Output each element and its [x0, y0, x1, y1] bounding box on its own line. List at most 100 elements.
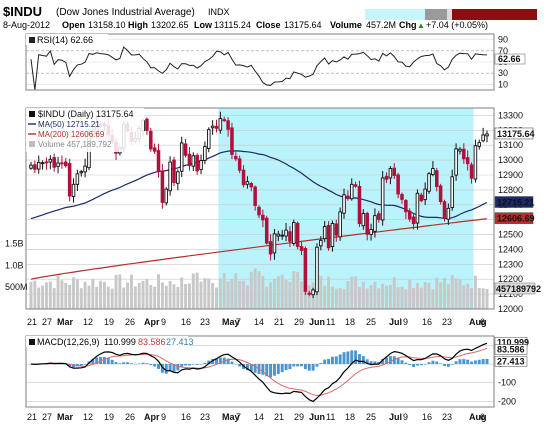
macd-histogram-bar [458, 359, 462, 365]
macd-histogram-bar [215, 358, 218, 365]
volume-bar [408, 279, 412, 309]
price-candle [469, 162, 474, 184]
volume-bar [99, 280, 103, 309]
price-candle [419, 192, 424, 203]
high-label: High [128, 20, 148, 30]
date-axis-label: Apr [144, 412, 160, 422]
volume-bar [342, 288, 346, 309]
legend-volume: Volume 457,189,792 [38, 140, 112, 149]
macd-histogram-bar [292, 364, 296, 367]
price-candle [342, 188, 346, 219]
volume-bar [60, 280, 64, 309]
macd-histogram-bar [230, 361, 234, 365]
macd-histogram-bar [187, 364, 191, 366]
low-value: 13115.24 [214, 20, 251, 30]
price-candle [377, 210, 381, 223]
highlight-region [218, 108, 474, 309]
macd-histogram-bar [272, 364, 276, 376]
price-candle [361, 209, 366, 230]
ma200-value-tag: 12606.69 [494, 212, 535, 224]
price-candle [79, 169, 84, 177]
volume-bar [300, 281, 303, 309]
price-candle [442, 199, 447, 222]
volume-bar [234, 273, 238, 309]
date-axis-label: 27 [42, 412, 52, 422]
price-candle [264, 215, 269, 245]
volume-bar [377, 288, 381, 309]
volume-tick-label: 1.0B [5, 260, 24, 270]
volume-bar [419, 287, 423, 309]
volume-bar [118, 274, 122, 309]
price-candle [253, 185, 257, 211]
macd-histogram-bar [253, 364, 257, 373]
macd-histogram-bar [315, 364, 319, 367]
date-axis-label: 9 [403, 317, 408, 327]
rsi-tick-label: 70 [498, 46, 508, 56]
volume-bar [458, 279, 462, 309]
macd-legend-value1: 110.999 [104, 337, 136, 347]
price-candle [249, 182, 254, 192]
date-axis-label: 12 [83, 317, 93, 327]
volume-bar [404, 289, 408, 309]
volume-bar [412, 287, 416, 309]
price-tick-label: 12900 [498, 170, 523, 180]
price-candle [326, 221, 331, 251]
macd-histogram-bar [249, 364, 253, 372]
price-candle [257, 205, 261, 219]
macd-tick-label: -200 [498, 396, 516, 406]
date-axis-label: 21 [27, 412, 37, 422]
volume-bar [222, 273, 226, 309]
volume-bar [334, 288, 338, 309]
volume-bar [130, 274, 133, 309]
macd-histogram-bar [184, 364, 188, 366]
price-candle [222, 116, 226, 122]
svg-text:83.586: 83.586 [497, 345, 525, 355]
macd-histogram-bar [361, 356, 365, 365]
price-candle [465, 150, 470, 171]
price-candle [160, 163, 165, 209]
volume-bar [338, 288, 342, 309]
macd-histogram-bar [388, 356, 392, 365]
macd-histogram-bar [369, 361, 373, 365]
price-candle [411, 214, 416, 230]
date-axis-label: Aug [469, 317, 487, 327]
price-candle [187, 147, 192, 171]
volume-bar [52, 288, 56, 309]
volume-bar [373, 281, 377, 309]
macd-legend-icon [29, 339, 35, 345]
volume-bar [257, 271, 261, 309]
volume-bar [350, 276, 354, 309]
macd-legend-value3: 27.413 [166, 337, 194, 347]
macd-histogram-bar [303, 364, 307, 370]
date-axis-label: 11 [326, 412, 335, 422]
price-candle [261, 209, 265, 228]
volume-bar [292, 271, 296, 309]
price-candle [346, 190, 350, 201]
date-axis-label: 7 [236, 412, 241, 422]
volume-bar [110, 288, 114, 309]
volume-bar [280, 274, 284, 309]
volume-bar [415, 283, 419, 309]
macd-histogram-bar [199, 364, 203, 365]
legend-price: $INDU (Daily) 13175.64 [38, 109, 134, 119]
date-axis-label: Mar [57, 412, 74, 422]
price-candle [357, 180, 362, 227]
macd-histogram-bar [338, 354, 342, 365]
price-candle [71, 178, 76, 203]
high-value: 13202.65 [151, 20, 189, 30]
macd-histogram-bar [365, 359, 369, 365]
rsi-value-tag: 62.66 [494, 53, 526, 65]
macd-histogram-bar [91, 359, 95, 365]
volume-bar [450, 275, 454, 309]
price-candle [423, 182, 427, 206]
price-candle [330, 220, 335, 252]
date-axis-label: 9 [161, 412, 166, 422]
price-candle [349, 178, 354, 201]
date-axis-label: 26 [125, 412, 135, 422]
date-axis-label: 7 [236, 317, 241, 327]
price-candle [268, 234, 273, 261]
price-candle [295, 221, 300, 250]
macd-tick-label: -100 [498, 378, 516, 388]
volume-tick-label: 500M [5, 282, 28, 292]
macd-legend-label: MACD(12,26,9) [37, 337, 100, 347]
